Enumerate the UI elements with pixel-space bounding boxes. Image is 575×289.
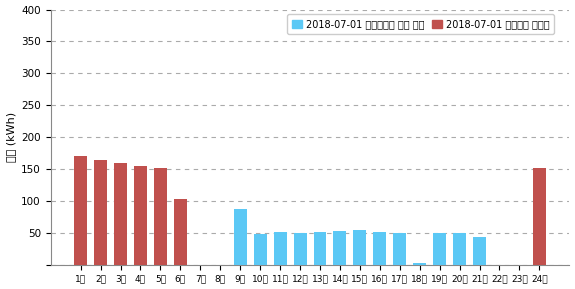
Bar	[413, 264, 426, 265]
Bar	[533, 168, 546, 265]
Bar	[373, 231, 386, 265]
Bar	[154, 168, 167, 265]
Bar	[74, 156, 87, 265]
Bar	[114, 163, 127, 265]
Bar	[334, 231, 346, 265]
Bar	[233, 209, 247, 265]
Bar	[393, 234, 407, 265]
Bar	[433, 233, 446, 265]
Bar	[94, 160, 107, 265]
Bar	[134, 166, 147, 265]
Bar	[254, 234, 267, 265]
Legend: 2018-07-01 심야축열조 냉방 공급, 2018-07-01 히트펌프 생산열: 2018-07-01 심야축열조 냉방 공급, 2018-07-01 히트펌프 …	[288, 14, 554, 34]
Bar	[473, 237, 486, 265]
Bar	[453, 234, 466, 265]
Bar	[294, 234, 306, 265]
Y-axis label: 열량 (kWh): 열량 (kWh)	[6, 112, 16, 162]
Bar	[354, 230, 366, 265]
Bar	[274, 232, 286, 265]
Bar	[174, 199, 187, 265]
Bar	[313, 232, 327, 265]
